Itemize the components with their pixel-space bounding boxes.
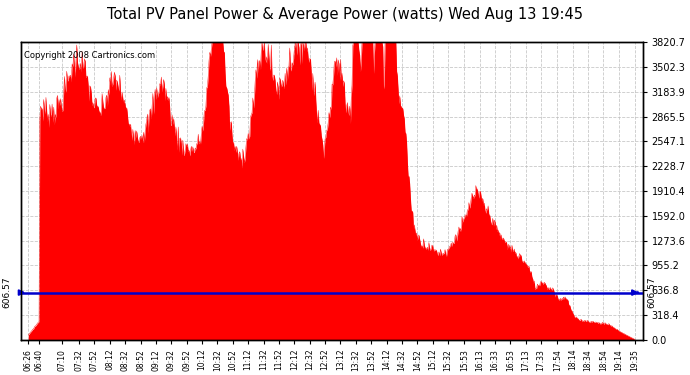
Text: 606.57: 606.57 [647,277,656,308]
Text: Total PV Panel Power & Average Power (watts) Wed Aug 13 19:45: Total PV Panel Power & Average Power (wa… [107,8,583,22]
Text: Copyright 2008 Cartronics.com: Copyright 2008 Cartronics.com [23,51,155,60]
Text: 606.57: 606.57 [2,277,11,308]
